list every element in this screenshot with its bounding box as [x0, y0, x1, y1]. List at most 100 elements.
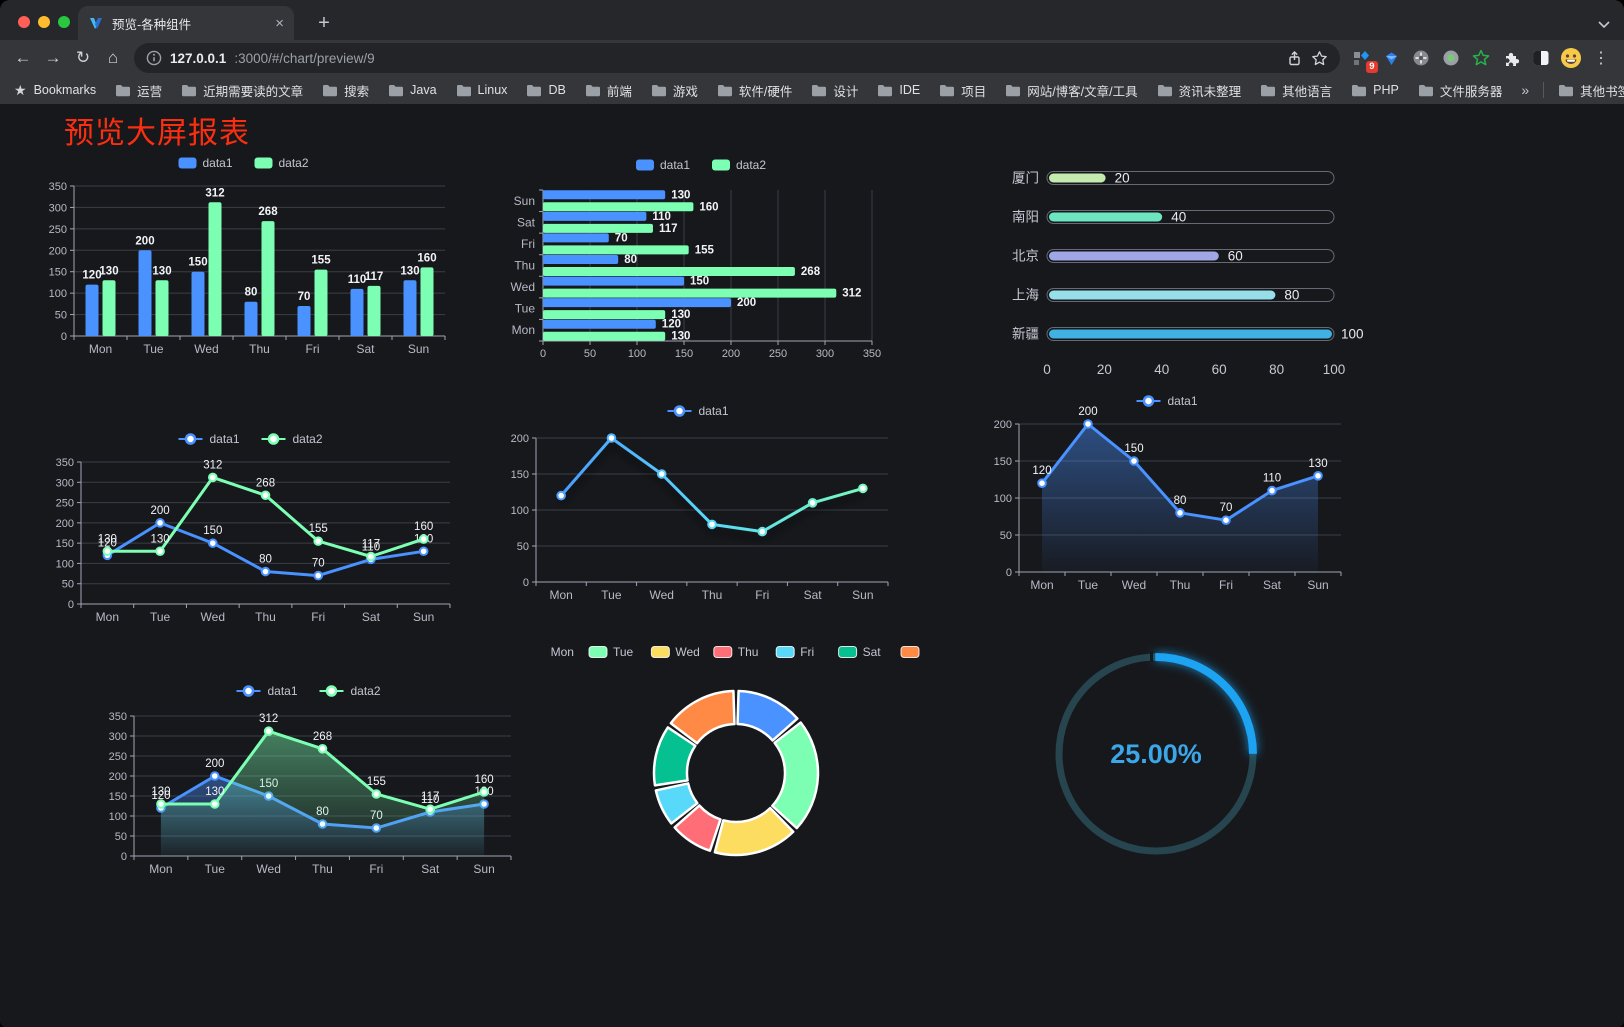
svg-text:120: 120 — [82, 270, 101, 282]
bookmark-folder-label: Linux — [477, 83, 508, 97]
tab-close-icon[interactable]: × — [275, 14, 284, 32]
bookmarks-overflow-button[interactable]: » — [1521, 82, 1530, 98]
horizontal-bar-chart[interactable]: 0 50 100 150 200 250 300 350 Mon 120 130 Tue 200 130 W… — [503, 150, 903, 368]
home-button[interactable]: ⌂ — [107, 48, 119, 67]
browser-menu-button[interactable]: ⋮ — [1593, 50, 1609, 67]
share-icon[interactable] — [1286, 50, 1303, 67]
svg-text:Fri: Fri — [800, 645, 814, 659]
svg-text:130: 130 — [152, 265, 171, 277]
bookmark-folder[interactable]: 近期需要读的文章 — [181, 81, 303, 100]
svg-text:Thu: Thu — [249, 342, 270, 356]
minimize-window-button[interactable] — [38, 16, 50, 28]
svg-text:0: 0 — [540, 348, 546, 360]
svg-text:70: 70 — [312, 558, 325, 570]
bookmarks-bar: ★ Bookmarks 运营 近期需要读的文章 搜索 Java Linux DB 前端 游戏 软… — [0, 76, 1624, 105]
tab-search-chevron-icon[interactable] — [1598, 21, 1610, 28]
svg-text:110: 110 — [652, 211, 671, 223]
city-progress-chart[interactable]: 厦门 20 南阳 40 北京 60 上海 80 新疆 100 0 20 40 60 80 100 — [995, 160, 1370, 390]
svg-text:Tue: Tue — [150, 610, 171, 624]
folder-icon — [456, 84, 471, 96]
folder-icon — [878, 84, 893, 96]
tab-favicon — [90, 18, 102, 29]
grouped-bar-chart[interactable]: 0 50 100 150 200 250 300 350 Mon Tue Wed Thu Fri Sat S… — [38, 148, 453, 368]
svg-text:50: 50 — [55, 310, 67, 322]
maximize-window-button[interactable] — [58, 16, 70, 28]
single-area-chart[interactable]: 0 50 100 150 200 Mon Tue Wed Thu Fri Sat Sun 120 200 1… — [985, 386, 1353, 598]
bookmark-folder[interactable]: 软件/硬件 — [717, 81, 792, 100]
two-series-line-chart[interactable]: 0 50 100 150 200 250 300 350 Mon Tue Wed Thu Fri Sat S… — [45, 424, 460, 638]
reload-button[interactable]: ↻ — [75, 48, 91, 67]
bookmark-folder[interactable]: IDE — [877, 83, 920, 97]
svg-text:Fri: Fri — [521, 237, 535, 251]
bookmark-folder[interactable]: 网站/博客/文章/工具 — [1005, 81, 1138, 100]
bookmark-folder[interactable]: 资讯未整理 — [1157, 81, 1241, 100]
bookmark-folder[interactable]: 前端 — [585, 81, 632, 100]
bookmarks-manager[interactable]: ★ Bookmarks — [14, 82, 96, 99]
bookmark-folder-label: 文件服务器 — [1439, 84, 1503, 99]
svg-text:120: 120 — [98, 537, 117, 549]
svg-text:150: 150 — [1124, 443, 1143, 455]
other-bookmarks-label: 其他书签 — [1580, 84, 1624, 99]
extension-grid-diamond-icon[interactable]: 9 — [1346, 43, 1378, 73]
svg-text:350: 350 — [863, 348, 881, 360]
svg-text:350: 350 — [56, 457, 74, 469]
bookmark-folder[interactable]: PHP — [1351, 83, 1399, 97]
svg-text:Wed: Wed — [256, 862, 280, 876]
svg-text:250: 250 — [56, 498, 74, 510]
svg-text:160: 160 — [414, 521, 433, 533]
bookmark-folder[interactable]: 项目 — [939, 81, 986, 100]
bookmark-folder-label: 运营 — [137, 84, 163, 99]
svg-text:新疆: 新疆 — [1012, 327, 1039, 342]
bookmark-folder-label: IDE — [899, 83, 921, 97]
two-series-area-chart[interactable]: 0 50 100 150 200 250 300 350 Mon Tue Wed Thu Fri Sat S… — [98, 676, 523, 890]
back-button[interactable]: ← — [14, 48, 32, 67]
svg-text:Sat: Sat — [804, 588, 823, 602]
svg-text:60: 60 — [1212, 362, 1227, 377]
svg-text:Thu: Thu — [514, 259, 535, 273]
tab-strip: 预览-各种组件 × + — [0, 0, 1624, 40]
svg-text:312: 312 — [842, 288, 861, 300]
extension-pinwheel-icon[interactable] — [1406, 43, 1436, 73]
svg-text:Fri: Fri — [755, 588, 769, 602]
bookmark-folder[interactable]: DB — [526, 83, 566, 97]
bookmark-folder[interactable]: 其他语言 — [1260, 81, 1332, 100]
bookmark-folder[interactable]: 搜索 — [322, 81, 369, 100]
extension-badge: 9 — [1365, 60, 1378, 73]
extensions-puzzle-icon[interactable] — [1496, 43, 1526, 73]
bookmark-star-icon[interactable] — [1311, 50, 1328, 67]
folder-icon — [182, 84, 197, 96]
site-info-icon[interactable] — [146, 50, 162, 66]
gauge-chart[interactable]: 25.00% — [1046, 646, 1266, 862]
close-window-button[interactable] — [18, 16, 30, 28]
forward-button[interactable]: → — [44, 48, 62, 67]
svg-text:Wed: Wed — [649, 588, 673, 602]
dark-mode-extension-icon[interactable] — [1526, 43, 1556, 73]
bookmark-folder[interactable]: Java — [388, 83, 437, 97]
tab-title: 预览-各种组件 — [112, 17, 192, 32]
new-tab-button[interactable]: + — [318, 11, 330, 34]
svg-text:350: 350 — [109, 711, 127, 723]
svg-text:Mon: Mon — [551, 645, 574, 659]
bookmark-folder[interactable]: 运营 — [115, 81, 162, 100]
address-bar[interactable]: 127.0.0.1:3000/#/chart/preview/9 — [134, 43, 1340, 73]
other-bookmarks-folder[interactable]: 其他书签 — [1558, 81, 1624, 100]
bookmark-folder[interactable]: 文件服务器 — [1418, 81, 1503, 100]
extension-green-star-icon[interactable] — [1466, 43, 1496, 73]
extension-gem-icon[interactable] — [1376, 43, 1406, 73]
svg-text:Tue: Tue — [1078, 578, 1099, 592]
extension-green-dot-icon[interactable] — [1436, 43, 1466, 73]
svg-text:Fri: Fri — [311, 610, 325, 624]
profile-avatar[interactable] — [1556, 43, 1586, 73]
gradient-line-chart[interactable]: 0 50 100 150 200 Mon Tue Wed Thu Fri Sat Sun data1 — [500, 396, 900, 610]
svg-text:Thu: Thu — [702, 588, 723, 602]
svg-text:Mon: Mon — [96, 610, 119, 624]
bookmark-folder[interactable]: 游戏 — [651, 81, 698, 100]
folder-icon — [1261, 84, 1276, 96]
browser-tab[interactable]: 预览-各种组件 × — [78, 6, 294, 40]
svg-text:Sun: Sun — [852, 588, 873, 602]
bookmark-folder[interactable]: Linux — [456, 83, 508, 97]
svg-text:100: 100 — [49, 288, 67, 300]
bookmark-folder[interactable]: 设计 — [811, 81, 858, 100]
svg-text:Tue: Tue — [613, 645, 634, 659]
